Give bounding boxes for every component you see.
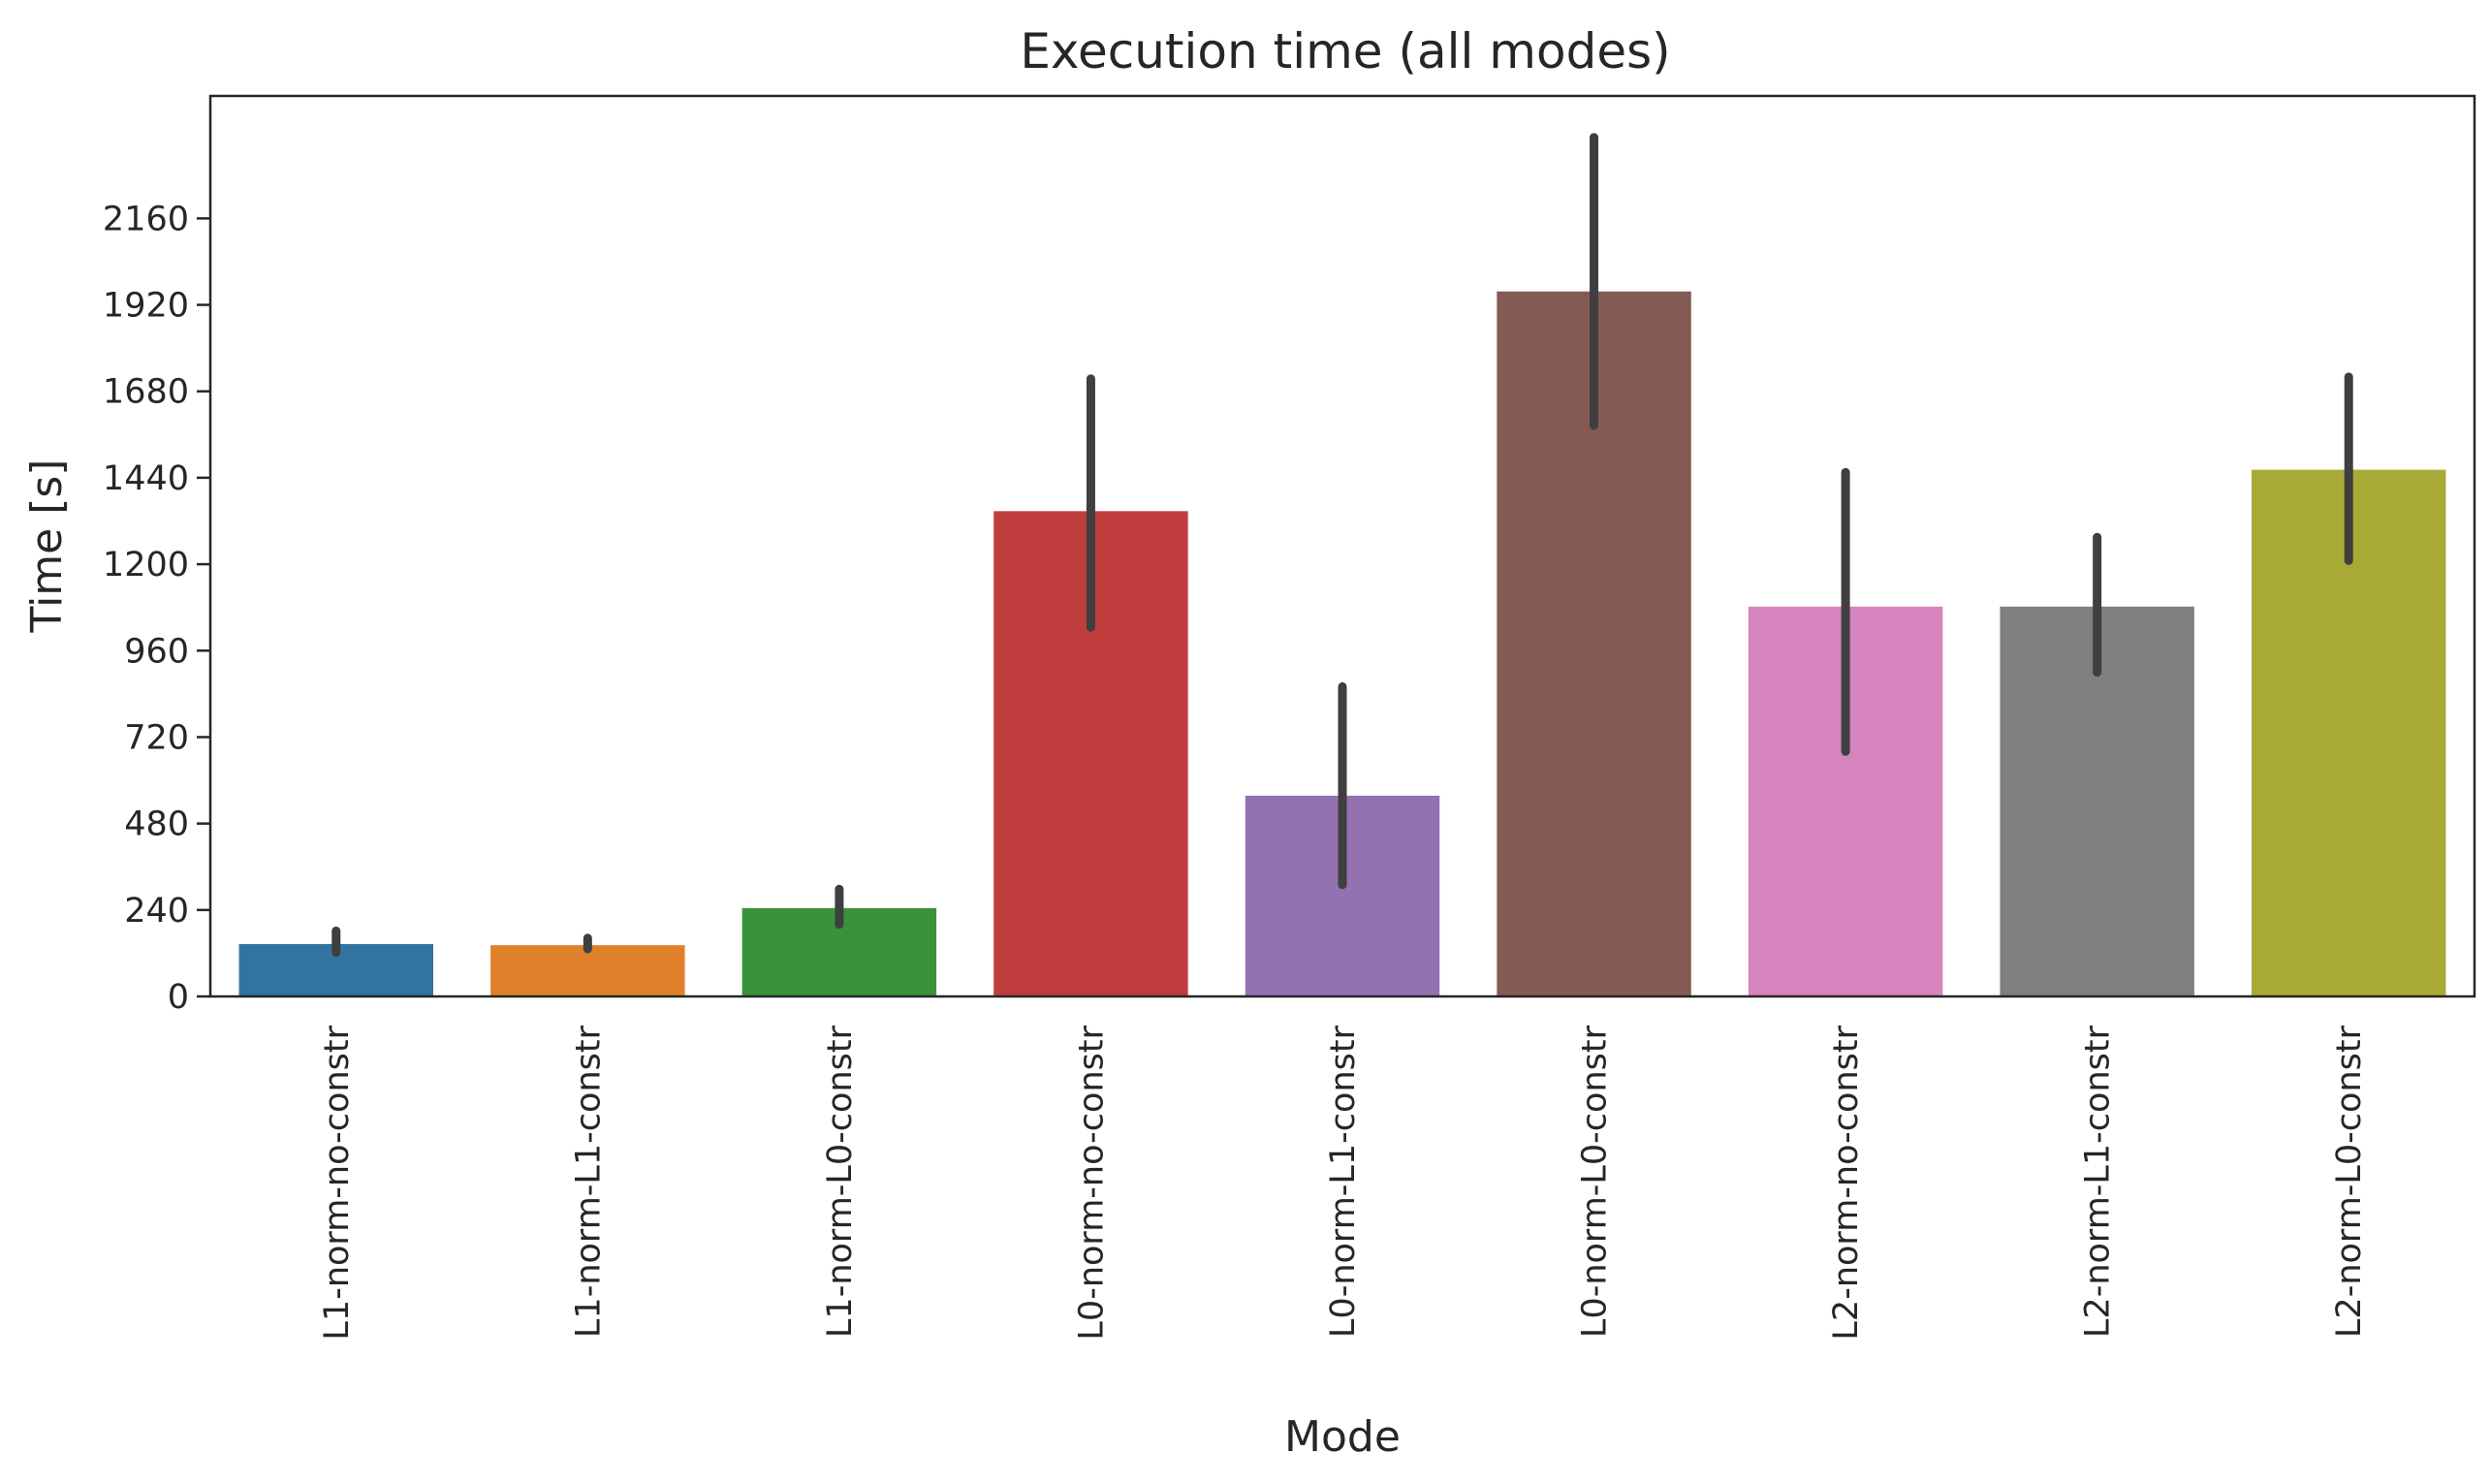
y-tick-label: 960 — [124, 632, 189, 671]
chart-title: Execution time (all modes) — [1020, 23, 1670, 79]
x-tick-label: L1-norm-L1-constr — [569, 1025, 608, 1338]
y-tick-label: 2160 — [103, 200, 189, 238]
axes-frame — [208, 94, 2476, 998]
y-tick-label: 1440 — [103, 459, 189, 498]
y-tick-label: 480 — [124, 805, 189, 844]
x-tick-label: L2-norm-L0-constr — [2330, 1025, 2369, 1338]
x-tick-label: L2-norm-L1-constr — [2079, 1025, 2118, 1338]
x-tick-label: L0-norm-L1-constr — [1324, 1025, 1363, 1338]
x-tick-label: L1-norm-L0-constr — [821, 1025, 860, 1338]
y-tick-label: 0 — [168, 978, 189, 1017]
x-tick-label: L0-norm-L0-constr — [1576, 1025, 1615, 1338]
x-tick-label: L2-norm-no-constr — [1827, 1025, 1866, 1340]
plot-area: 0 240 480 720 960 1200 1440 1680 1920 2160 L1-norm… — [103, 133, 2448, 1341]
y-tick-label: 240 — [124, 892, 189, 931]
x-tick-label: L1-norm-no-constr — [318, 1025, 357, 1340]
y-tick-label: 1200 — [103, 546, 189, 584]
y-tick-label: 720 — [124, 718, 189, 757]
y-tick-label: 1680 — [103, 373, 189, 412]
y-axis-label: Time [s] — [22, 459, 72, 634]
x-axis-label: Mode — [1284, 1412, 1401, 1462]
y-tick-label: 1920 — [103, 287, 189, 326]
x-tick-label: L0-norm-no-constr — [1072, 1025, 1111, 1340]
